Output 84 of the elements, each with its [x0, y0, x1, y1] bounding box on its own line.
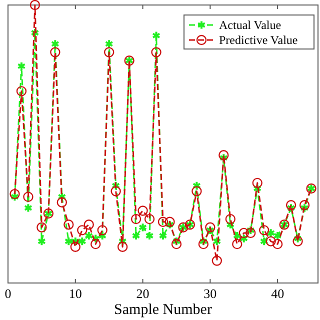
point: [192, 180, 201, 190]
point: [164, 216, 175, 227]
point: [132, 230, 140, 241]
point: [158, 230, 168, 241]
point: [199, 236, 208, 246]
point: [292, 236, 303, 246]
point: [253, 184, 262, 194]
point: [50, 39, 60, 49]
point: [266, 236, 276, 246]
point: [232, 238, 242, 250]
point: [225, 214, 236, 224]
point: [10, 188, 20, 200]
point: [17, 61, 26, 71]
x-tick-label: 10: [68, 286, 82, 301]
point: [104, 47, 114, 58]
point: [293, 234, 302, 244]
x-tick-label: 20: [136, 286, 150, 301]
point: [56, 197, 68, 208]
point: [138, 206, 148, 216]
point: [172, 236, 181, 246]
point: [37, 236, 46, 246]
point: [171, 238, 182, 250]
point: [212, 236, 222, 246]
point: [240, 234, 248, 244]
point: [24, 203, 33, 213]
point: [232, 230, 242, 241]
point: [205, 222, 216, 232]
point: [98, 230, 107, 241]
point: [84, 220, 94, 230]
point: [272, 238, 283, 250]
point: [30, 0, 40, 10]
x-tick-label: 40: [271, 286, 284, 301]
x-tick-label: 0: [4, 286, 12, 301]
point: [112, 180, 120, 190]
point: [50, 47, 60, 58]
point: [58, 192, 66, 202]
point: [165, 220, 174, 230]
point: [151, 47, 162, 58]
point: [238, 228, 249, 238]
point: [206, 225, 214, 235]
point: [71, 236, 80, 246]
point: [299, 200, 310, 210]
point: [118, 236, 127, 246]
point: [158, 216, 168, 227]
point: [23, 192, 34, 202]
point: [110, 186, 121, 196]
point: [219, 153, 228, 163]
point: [16, 86, 27, 96]
point: [145, 230, 154, 241]
point: [77, 225, 88, 236]
point: [212, 256, 222, 266]
point: [144, 214, 155, 224]
point: [130, 214, 142, 224]
point: [246, 228, 256, 238]
point: [286, 200, 296, 210]
point: [36, 222, 47, 232]
point: [10, 192, 20, 202]
point: [218, 150, 229, 160]
point: [266, 228, 276, 238]
point: [152, 30, 161, 40]
legend-label: Predictive Value: [219, 33, 298, 47]
point: [273, 230, 282, 241]
point: [226, 220, 235, 230]
point: [90, 238, 101, 250]
point: [64, 236, 73, 246]
x-axis-title: Sample Number: [114, 302, 212, 318]
point: [117, 242, 128, 252]
point: [104, 39, 114, 49]
point: [64, 220, 74, 230]
point: [246, 225, 255, 235]
point: [97, 225, 108, 236]
point: [91, 234, 100, 244]
x-tick-label: 30: [204, 286, 217, 301]
legend-label: Actual Value: [219, 18, 282, 32]
point: [138, 222, 148, 232]
point: [260, 236, 268, 246]
point: [300, 203, 309, 213]
point: [198, 238, 209, 250]
point: [252, 178, 262, 188]
point: [70, 242, 80, 252]
point: [286, 203, 296, 213]
point: [192, 186, 202, 196]
point: [30, 28, 40, 38]
point: [258, 225, 270, 236]
